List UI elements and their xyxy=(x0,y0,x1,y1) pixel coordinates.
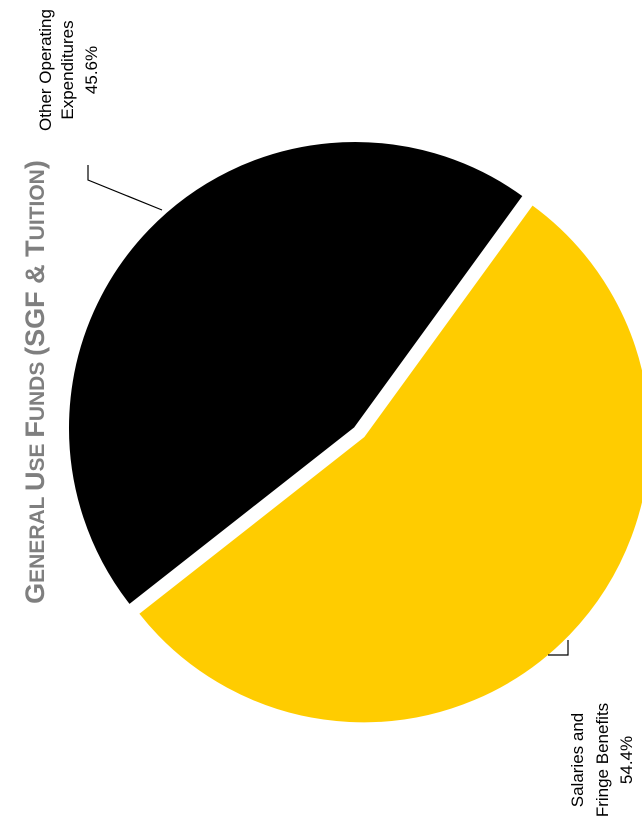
chart-title-part: SE xyxy=(26,438,49,472)
leader-line-0 xyxy=(548,640,569,656)
chart-title-part: UNDS xyxy=(26,356,49,421)
pie-slice-0 xyxy=(136,202,642,725)
slice-label-line: Fringe Benefits xyxy=(593,703,612,817)
leader-line-1 xyxy=(87,165,163,211)
slice-value-label: 45.6% xyxy=(82,46,101,94)
pie-slices xyxy=(67,140,642,725)
slice-label-line: Other Operating xyxy=(36,9,55,131)
chart-title-part: ) xyxy=(20,160,50,169)
chart-title-part: (SGF & T xyxy=(20,240,50,356)
chart-title-part: F xyxy=(20,421,50,438)
leader-lines xyxy=(87,165,569,656)
pie-slice-1 xyxy=(67,140,526,607)
slice-value-label: 54.4% xyxy=(617,736,636,784)
chart-title-part: G xyxy=(20,583,50,604)
slice-label-line: Expenditures xyxy=(58,20,77,119)
chart-title: GENERAL USE FUNDS (SGF & TUITION) xyxy=(20,160,50,604)
chart-title-part: ENERAL xyxy=(26,491,49,583)
slice-label-line: Salaries and xyxy=(568,713,587,808)
slice-labels: Salaries and Fringe Benefits 54.4% Other Op… xyxy=(36,9,636,817)
chart-title-part: UITION xyxy=(26,169,49,240)
chart-title-part: U xyxy=(20,472,50,492)
